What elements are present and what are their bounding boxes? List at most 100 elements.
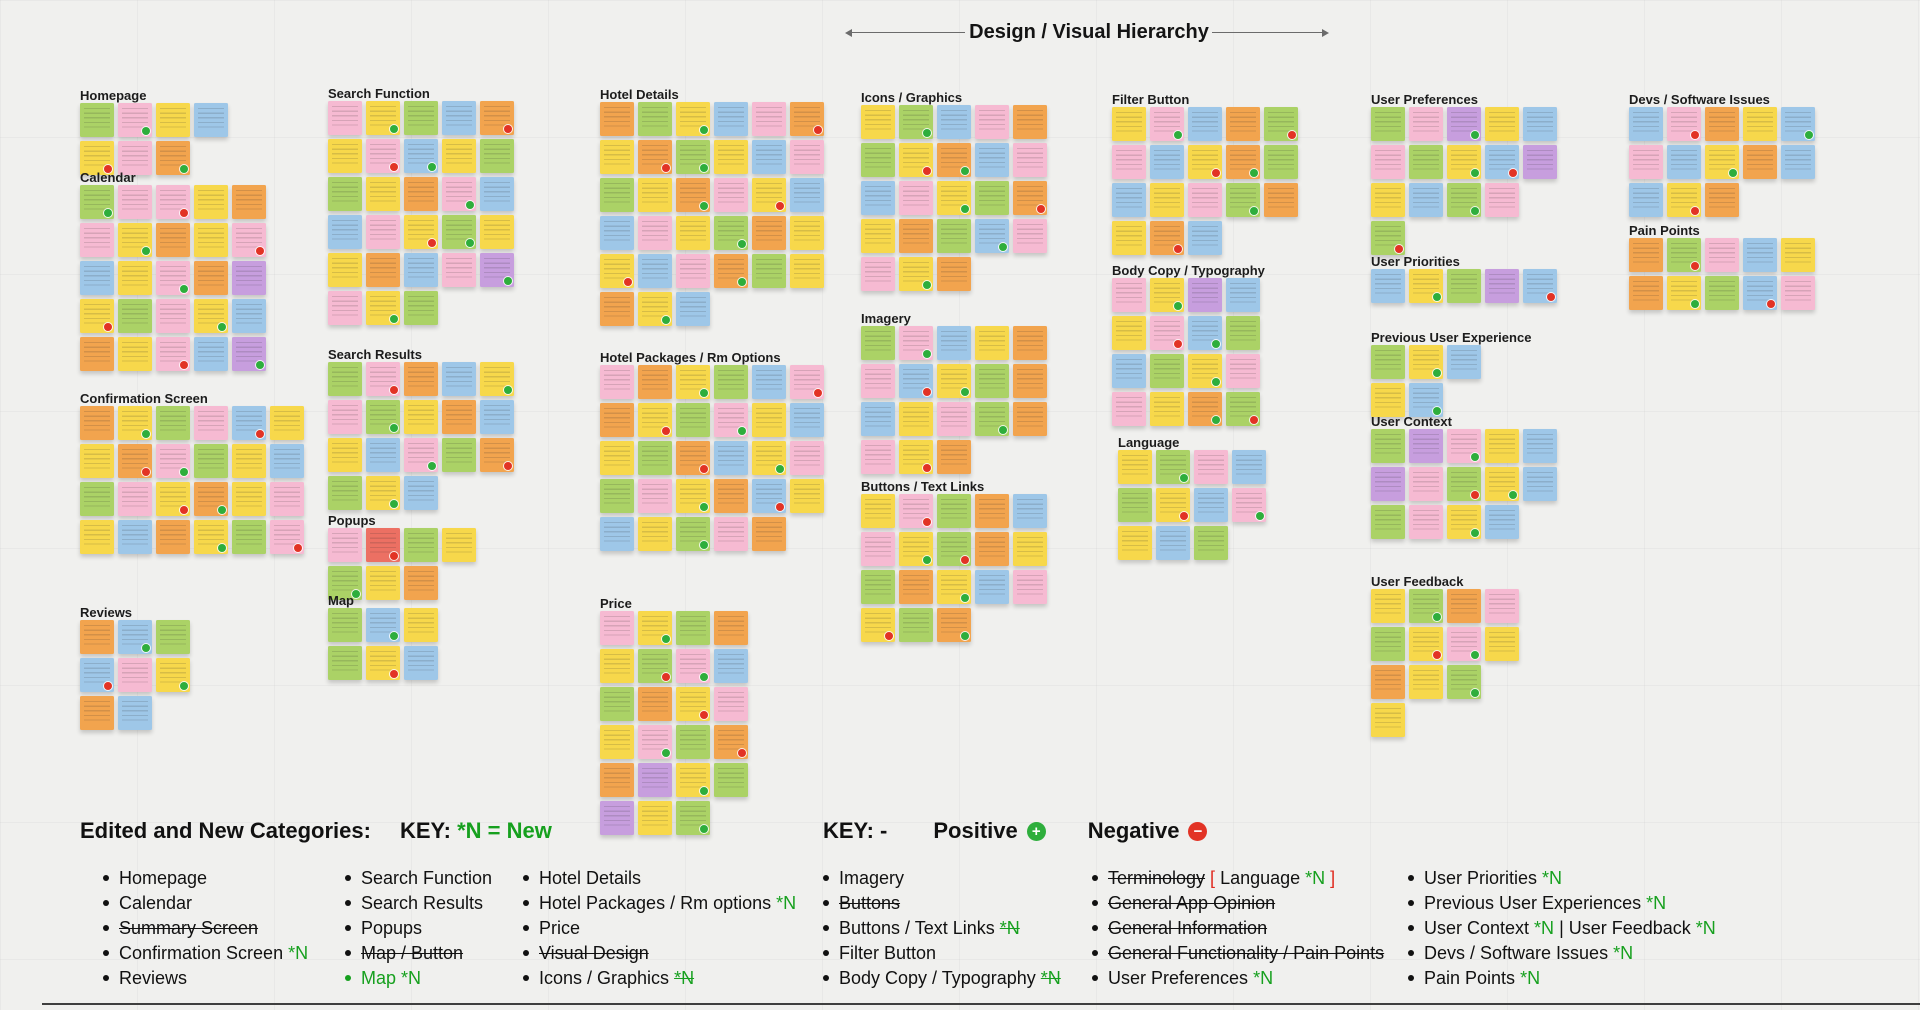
sticky-note[interactable] xyxy=(1226,107,1260,141)
sticky-note[interactable] xyxy=(600,403,634,437)
sticky-note[interactable] xyxy=(328,253,362,287)
sticky-note[interactable] xyxy=(714,178,748,212)
sticky-note[interactable] xyxy=(676,687,710,721)
sticky-note[interactable] xyxy=(1705,238,1739,272)
sticky-note[interactable] xyxy=(118,444,152,478)
sticky-note[interactable] xyxy=(1371,703,1405,737)
cluster-label-user-preferences[interactable]: User Preferences xyxy=(1371,92,1478,107)
sticky-note[interactable] xyxy=(1409,183,1443,217)
sticky-note[interactable] xyxy=(1485,145,1519,179)
sticky-note[interactable] xyxy=(194,103,228,137)
sticky-note[interactable] xyxy=(118,103,152,137)
sticky-note[interactable] xyxy=(1112,183,1146,217)
sticky-note[interactable] xyxy=(752,365,786,399)
cluster-label-pain-points[interactable]: Pain Points xyxy=(1629,223,1700,238)
sticky-note[interactable] xyxy=(404,177,438,211)
sticky-note[interactable] xyxy=(232,444,266,478)
sticky-note[interactable] xyxy=(1781,238,1815,272)
sticky-note[interactable] xyxy=(752,517,786,551)
sticky-note[interactable] xyxy=(714,479,748,513)
sticky-note[interactable] xyxy=(714,140,748,174)
sticky-note[interactable] xyxy=(1232,488,1266,522)
sticky-note[interactable] xyxy=(1485,627,1519,661)
sticky-note[interactable] xyxy=(80,299,114,333)
sticky-note[interactable] xyxy=(975,105,1009,139)
sticky-note[interactable] xyxy=(328,139,362,173)
cluster-label-hotel-details[interactable]: Hotel Details xyxy=(600,87,679,102)
sticky-note[interactable] xyxy=(80,520,114,554)
sticky-note[interactable] xyxy=(328,215,362,249)
sticky-note[interactable] xyxy=(366,362,400,396)
sticky-note[interactable] xyxy=(156,482,190,516)
sticky-note[interactable] xyxy=(1743,276,1777,310)
sticky-note[interactable] xyxy=(1705,183,1739,217)
sticky-note[interactable] xyxy=(1188,354,1222,388)
sticky-note[interactable] xyxy=(600,292,634,326)
sticky-note[interactable] xyxy=(80,185,114,219)
sticky-note[interactable] xyxy=(1194,488,1228,522)
sticky-note[interactable] xyxy=(232,223,266,257)
sticky-note[interactable] xyxy=(937,608,971,642)
sticky-note[interactable] xyxy=(1112,145,1146,179)
sticky-note[interactable] xyxy=(366,101,400,135)
sticky-note[interactable] xyxy=(937,532,971,566)
sticky-note[interactable] xyxy=(404,646,438,680)
sticky-note[interactable] xyxy=(600,441,634,475)
sticky-note[interactable] xyxy=(752,441,786,475)
sticky-note[interactable] xyxy=(638,365,672,399)
sticky-note[interactable] xyxy=(1447,145,1481,179)
sticky-note[interactable] xyxy=(638,178,672,212)
sticky-note[interactable] xyxy=(480,215,514,249)
sticky-note[interactable] xyxy=(328,646,362,680)
sticky-note[interactable] xyxy=(638,725,672,759)
sticky-note[interactable] xyxy=(600,254,634,288)
sticky-note[interactable] xyxy=(328,608,362,642)
sticky-note[interactable] xyxy=(600,801,634,835)
cluster-label-user-feedback[interactable]: User Feedback xyxy=(1371,574,1464,589)
cluster-label-price[interactable]: Price xyxy=(600,596,632,611)
sticky-note[interactable] xyxy=(861,143,895,177)
sticky-note[interactable] xyxy=(1013,143,1047,177)
sticky-note[interactable] xyxy=(1667,276,1701,310)
sticky-note[interactable] xyxy=(1409,627,1443,661)
sticky-note[interactable] xyxy=(1264,107,1298,141)
sticky-note[interactable] xyxy=(600,725,634,759)
sticky-note[interactable] xyxy=(861,402,895,436)
sticky-note[interactable] xyxy=(1112,221,1146,255)
sticky-note[interactable] xyxy=(118,141,152,175)
sticky-note[interactable] xyxy=(404,101,438,135)
sticky-note[interactable] xyxy=(404,566,438,600)
sticky-note[interactable] xyxy=(861,181,895,215)
sticky-note[interactable] xyxy=(1409,467,1443,501)
sticky-note[interactable] xyxy=(194,261,228,295)
sticky-note[interactable] xyxy=(752,254,786,288)
sticky-note[interactable] xyxy=(676,102,710,136)
sticky-note[interactable] xyxy=(1112,107,1146,141)
sticky-note[interactable] xyxy=(638,611,672,645)
sticky-note[interactable] xyxy=(270,444,304,478)
sticky-note[interactable] xyxy=(480,139,514,173)
cluster-label-popups[interactable]: Popups xyxy=(328,513,376,528)
sticky-note[interactable] xyxy=(861,257,895,291)
sticky-note[interactable] xyxy=(1194,526,1228,560)
sticky-note[interactable] xyxy=(975,364,1009,398)
sticky-note[interactable] xyxy=(442,139,476,173)
sticky-note[interactable] xyxy=(232,185,266,219)
sticky-note[interactable] xyxy=(156,337,190,371)
sticky-note[interactable] xyxy=(194,444,228,478)
sticky-note[interactable] xyxy=(80,141,114,175)
sticky-note[interactable] xyxy=(714,403,748,437)
sticky-note[interactable] xyxy=(1409,269,1443,303)
sticky-note[interactable] xyxy=(1667,238,1701,272)
cluster-label-buttons-text-links[interactable]: Buttons / Text Links xyxy=(861,479,985,494)
sticky-note[interactable] xyxy=(1188,392,1222,426)
sticky-note[interactable] xyxy=(790,140,824,174)
cluster-label-map[interactable]: Map xyxy=(328,593,354,608)
sticky-note[interactable] xyxy=(1013,181,1047,215)
sticky-note[interactable] xyxy=(676,365,710,399)
sticky-note[interactable] xyxy=(80,620,114,654)
sticky-note[interactable] xyxy=(937,440,971,474)
cluster-label-calendar[interactable]: Calendar xyxy=(80,170,136,185)
sticky-note[interactable] xyxy=(404,528,438,562)
sticky-note[interactable] xyxy=(366,476,400,510)
